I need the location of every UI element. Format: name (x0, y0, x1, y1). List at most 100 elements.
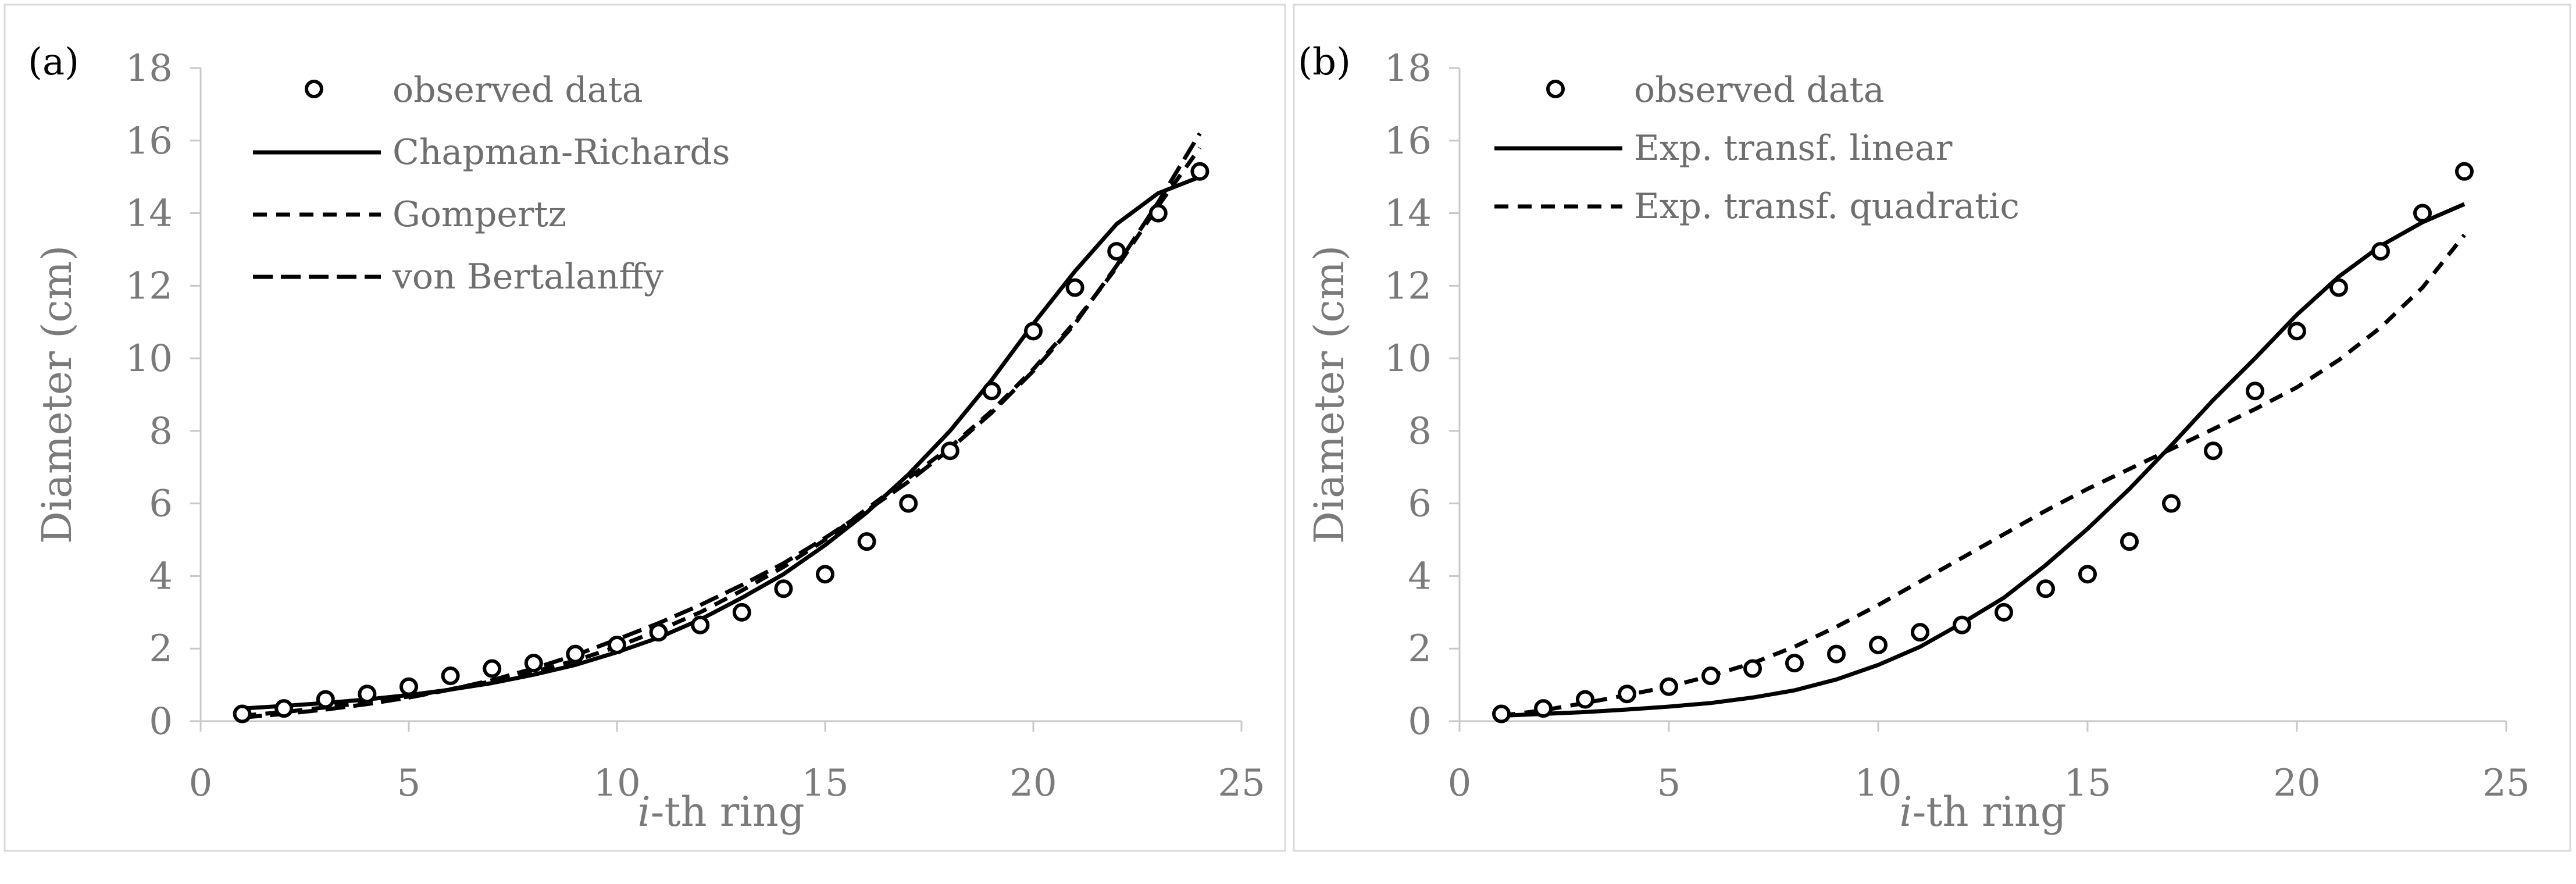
x-axis-title-rest: -th ring (1913, 788, 2067, 836)
observed-point (1660, 677, 1678, 696)
observed-point (1148, 204, 1168, 223)
observed-point (1953, 615, 1971, 635)
legend-label: Exp. transf. quadratic (1634, 186, 2020, 227)
series-line-chapman-richards (242, 174, 1201, 711)
observed-point (1190, 162, 1209, 181)
y-tick-label: 6 (149, 483, 173, 526)
observed-point (2036, 579, 2055, 598)
y-tick-label: 0 (1408, 700, 1432, 743)
observed-point (1995, 603, 2013, 622)
x-tick-label: 5 (1657, 762, 1681, 805)
observed-point (1065, 278, 1084, 297)
observed-point (1869, 635, 1888, 654)
observed-point (2120, 532, 2139, 551)
y-axis-title: Diameter (cm) (1305, 245, 1353, 544)
x-tick-label: 20 (1009, 762, 1057, 805)
y-tick-label: 8 (1408, 410, 1432, 453)
x-tick-label: 5 (397, 762, 421, 805)
observed-point (524, 654, 543, 673)
observed-point (2162, 494, 2181, 513)
y-tick-label: 2 (1408, 628, 1432, 671)
y-tick-label: 6 (1408, 483, 1432, 526)
x-axis-title-italic: i (1899, 788, 1912, 836)
observed-point (608, 635, 626, 654)
x-tick-label: 25 (2482, 762, 2529, 805)
observed-point (1024, 322, 1043, 341)
observed-point (899, 494, 918, 513)
observed-point (940, 441, 959, 461)
observed-point (1743, 659, 1762, 678)
observed-point (2246, 382, 2264, 401)
legend-marker-icon (1546, 80, 1565, 98)
y-tick-label: 0 (149, 700, 173, 743)
observed-point (1492, 704, 1511, 723)
x-tick-label: 10 (1854, 762, 1901, 805)
observed-point (358, 685, 377, 704)
series-line-von-bertalanffy (242, 132, 1202, 720)
legend-label: observed data (1634, 70, 1884, 110)
y-tick-label: 8 (149, 410, 173, 453)
y-tick-label: 12 (126, 265, 173, 308)
observed-point (2329, 278, 2348, 297)
panel-a-chart: (a) 0 2 4 6 8 10 12 14 16 18 0 5 10 15 20 25 i-th ring Dia… (28, 41, 1265, 836)
x-tick-label: 25 (1218, 762, 1265, 805)
observed-point (2288, 322, 2306, 341)
x-tick-label: 15 (801, 762, 848, 805)
y-axis-title: Diameter (cm) (33, 245, 81, 544)
legend-label: observed data (393, 70, 643, 110)
y-tick-label: 10 (1385, 337, 1432, 380)
legend-label: Exp. transf. linear (1634, 128, 1953, 169)
observed-point (233, 704, 252, 723)
x-tick-label: 20 (2273, 762, 2320, 805)
legend-marker-icon (305, 80, 323, 98)
panel-label: (a) (28, 41, 79, 84)
y-tick-label: 18 (1385, 47, 1432, 90)
observed-point (1911, 623, 1929, 642)
y-tick-label: 4 (1408, 555, 1432, 598)
observed-point (274, 699, 294, 718)
x-axis-title-italic: i (637, 788, 650, 836)
observed-point (2204, 441, 2222, 461)
y-tick-label: 18 (126, 47, 173, 90)
y-tick-label: 10 (126, 337, 173, 380)
observed-point (2413, 204, 2432, 223)
observed-point (774, 579, 793, 598)
observed-point (2455, 162, 2474, 181)
x-tick-label: 15 (2064, 762, 2111, 805)
y-tick-label: 14 (1385, 193, 1432, 236)
x-axis-title: i-th ring (1899, 788, 2066, 836)
y-tick-label: 4 (149, 555, 173, 598)
legend-label: von Bertalanffy (392, 256, 663, 297)
panel-b-chart: (b) 0 2 4 6 8 10 12 14 16 18 0 5 10 15 20 25 i-th ring Dia… (1298, 41, 2530, 836)
x-tick-label: 10 (593, 762, 640, 805)
x-axis-title: i-th ring (637, 788, 804, 836)
legend-label: Chapman-Richards (393, 132, 730, 173)
panel-a-frame (3, 3, 1286, 852)
observed-point (1785, 654, 1804, 673)
observed-point (1576, 690, 1594, 709)
observed-point (816, 565, 834, 584)
y-tick-label: 2 (149, 628, 173, 671)
observed-point (1701, 666, 1720, 686)
legend-label: Gompertz (393, 194, 566, 235)
x-tick-label: 0 (1448, 762, 1472, 805)
x-tick-label: 0 (189, 762, 213, 805)
panel-label: (b) (1298, 41, 1351, 84)
y-tick-label: 12 (1385, 265, 1432, 308)
observed-point (566, 644, 585, 664)
observed-point (399, 677, 418, 696)
observed-point (982, 382, 1001, 401)
observed-point (1534, 699, 1553, 718)
observed-point (441, 666, 460, 686)
series-line-exp-transf-linear (1501, 202, 2466, 718)
observed-point (1107, 242, 1126, 261)
observed-point (483, 659, 502, 678)
x-axis-title-rest: -th ring (651, 788, 805, 836)
observed-point (857, 532, 876, 551)
y-tick-label: 16 (1385, 120, 1432, 163)
observed-point (691, 615, 710, 635)
observed-point (2078, 565, 2097, 584)
y-tick-label: 16 (126, 120, 173, 163)
observed-point (732, 603, 751, 622)
